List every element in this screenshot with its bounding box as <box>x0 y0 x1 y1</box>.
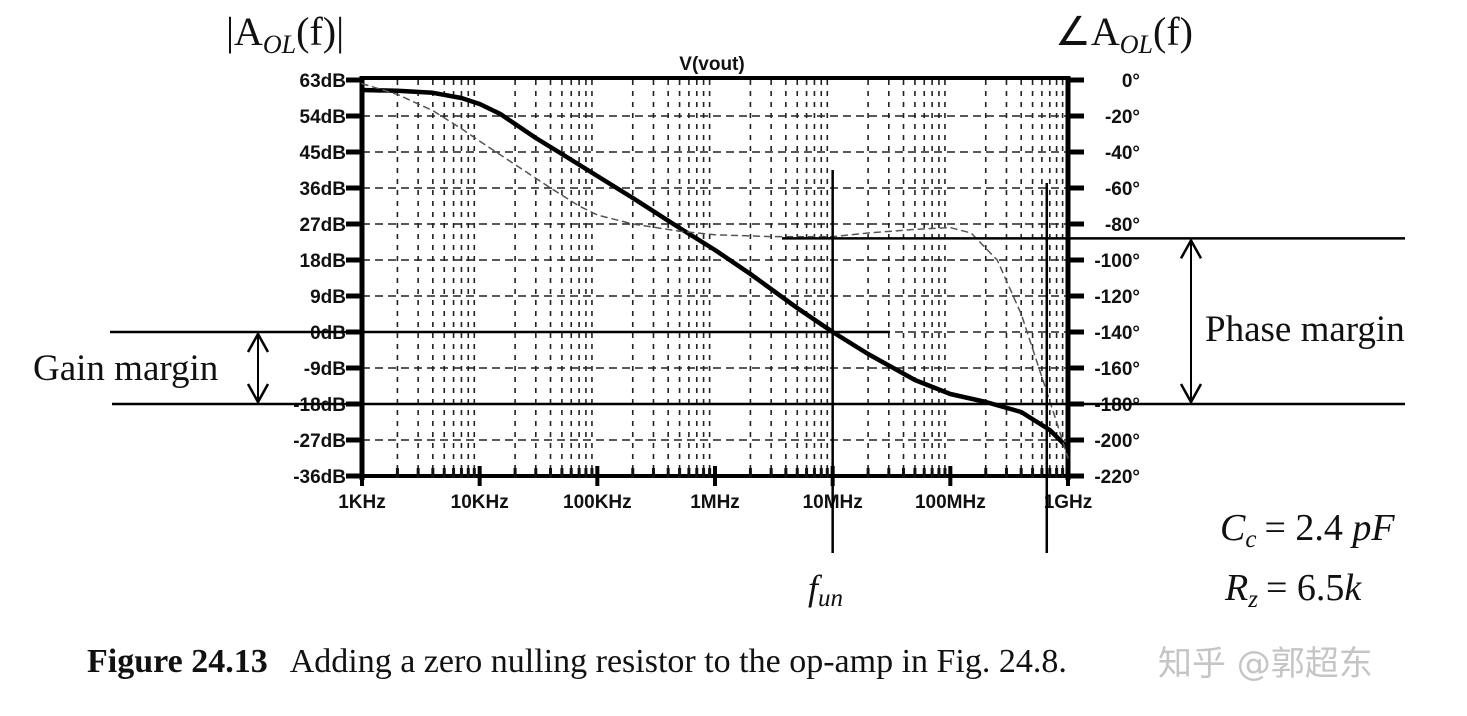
y-right-tick-label: 0° <box>1122 71 1140 92</box>
phase-margin-label: Phase margin <box>1205 309 1405 350</box>
watermark: 知乎 @郭超东 <box>1158 644 1373 684</box>
y-right-tick-label: -220° <box>1094 467 1140 488</box>
x-tick-label: 1MHz <box>690 492 740 513</box>
grid-lines <box>362 80 1068 476</box>
chart-title: V(vout) <box>679 54 744 75</box>
y-left-tick-label: -36dB <box>293 467 346 488</box>
y-left-tick-label: 0dB <box>310 323 346 344</box>
right-axis-title: ∠AOL(f) <box>1055 9 1193 59</box>
y-right-tick-label: -20° <box>1105 107 1140 128</box>
y-left-tick-label: -9dB <box>304 359 346 380</box>
y-left-tick-label: -18dB <box>293 395 346 416</box>
x-tick-label: 10KHz <box>451 492 509 513</box>
y-left-tick-label: 9dB <box>310 287 346 308</box>
y-right-tick-label: -160° <box>1094 359 1140 380</box>
gain-margin-arrow-head-down <box>246 383 270 405</box>
annotations <box>110 170 1405 553</box>
y-right-tick-label: -200° <box>1094 431 1140 452</box>
y-right-tick-label: -40° <box>1105 143 1140 164</box>
x-tick-label: 1GHz <box>1044 492 1093 513</box>
y-right-tick-label: -140° <box>1094 323 1140 344</box>
gain-margin-label: Gain margin <box>33 348 218 389</box>
y-left-tick-label: 63dB <box>300 71 346 92</box>
x-tick-label: 100KHz <box>563 492 632 513</box>
data-series <box>359 82 1071 459</box>
y-left-tick-label: -27dB <box>293 431 346 452</box>
y-right-tick-label: -80° <box>1105 215 1140 236</box>
phase-margin-arrow-head-up <box>1179 237 1203 260</box>
x-tick-label: 100MHz <box>915 492 986 513</box>
y-left-tick-label: 54dB <box>300 107 346 128</box>
y-right-tick-label: -60° <box>1105 179 1140 200</box>
y-right-tick-label: -100° <box>1094 251 1140 272</box>
phase-margin-arrow-head-down <box>1179 383 1203 405</box>
param-cc: Cc = 2.4 pF <box>1220 507 1395 553</box>
left-axis-title: |AOL(f)| <box>226 9 344 59</box>
x-tick-label: 1KHz <box>338 492 386 513</box>
caption-text: Adding a zero nulling resistor to the op… <box>289 643 1067 680</box>
phase-curve <box>361 82 1069 459</box>
magnitude-curve <box>359 87 1071 451</box>
figure-caption: Figure 24.13 Adding a zero nulling resist… <box>87 643 1067 681</box>
y-left-tick-label: 27dB <box>300 215 346 236</box>
fun-label: fun <box>808 568 843 612</box>
param-rz: Rz = 6.5k <box>1224 567 1362 613</box>
gain-margin-arrow-head-up <box>246 331 270 353</box>
y-left-tick-label: 36dB <box>300 179 346 200</box>
axis-ticks: 63dB 54dB 45dB 36dB 27dB 18dB 9dB 0dB -9dB -18dB -… <box>293 71 1140 513</box>
y-right-tick-label: -180° <box>1094 395 1140 416</box>
figure-label: Figure 24.13 <box>87 643 268 680</box>
y-left-tick-label: 18dB <box>300 251 346 272</box>
y-left-tick-label: 45dB <box>300 143 346 164</box>
y-right-tick-label: -120° <box>1094 287 1140 308</box>
